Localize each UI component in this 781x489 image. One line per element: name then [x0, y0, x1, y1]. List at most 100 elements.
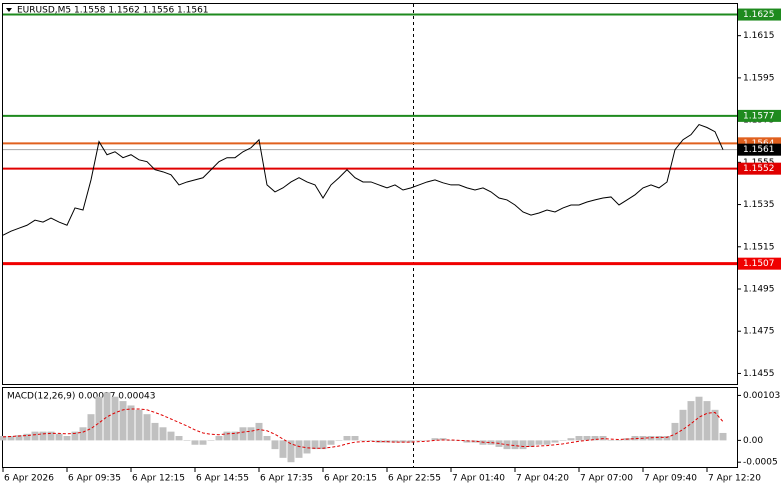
macd-bar: [423, 440, 431, 441]
macd-bar: [0, 436, 7, 441]
macd-bar: [143, 414, 151, 441]
macd-bar: [7, 436, 15, 441]
level-label: 1.1577: [743, 111, 775, 121]
macd-bar: [391, 440, 399, 443]
macd-bar: [127, 405, 135, 441]
macd-bar: [343, 436, 351, 441]
y-tick-label: 1.1495: [743, 285, 775, 295]
macd-bar: [55, 433, 63, 441]
macd-bar: [255, 422, 263, 441]
x-tick-label: 6 Apr 14:55: [196, 474, 249, 484]
macd-bar: [23, 433, 31, 441]
macd-bar: [231, 431, 239, 441]
macd-bar: [511, 440, 519, 450]
macd-bar: [463, 440, 471, 443]
macd-bar: [95, 396, 103, 441]
level-label-box: [738, 8, 781, 21]
macd-bar: [591, 436, 599, 441]
y-tick-label: 1.1535: [743, 200, 775, 210]
signal-line: [2, 408, 724, 449]
macd-bar: [111, 396, 119, 441]
macd-bar: [71, 431, 79, 441]
x-tick-label: 7 Apr 12:20: [708, 474, 761, 484]
macd-bar: [575, 436, 583, 441]
macd-bar: [159, 427, 167, 441]
macd-bar: [535, 440, 543, 445]
macd-bar: [199, 440, 207, 445]
macd-bar: [687, 401, 695, 441]
macd-bar: [559, 440, 567, 441]
macd-bar: [439, 438, 447, 441]
y-tick-label: 0.00: [743, 436, 763, 446]
macd-bar: [239, 427, 247, 441]
macd-bar: [215, 436, 223, 441]
macd-bar: [519, 440, 527, 450]
macd-bar: [183, 440, 191, 441]
macd-bar: [223, 431, 231, 441]
macd-bar: [415, 440, 423, 441]
level-label-box: [738, 109, 781, 122]
macd-bar: [703, 401, 711, 441]
macd-bar: [711, 409, 719, 441]
macd-bar: [271, 440, 279, 450]
y-tick-label: 1.1595: [743, 73, 775, 83]
macd-bar: [335, 440, 343, 441]
macd-bar: [607, 440, 615, 441]
macd-bar: [167, 431, 175, 441]
x-tick-label: 6 Apr 22:55: [388, 474, 441, 484]
level-label-box: [738, 143, 781, 156]
macd-bar: [119, 401, 127, 441]
macd-bar: [151, 422, 159, 441]
macd-bar: [583, 436, 591, 441]
macd-bar: [367, 440, 375, 441]
macd-bar: [655, 436, 663, 441]
macd-bar: [287, 440, 295, 463]
macd-bar: [351, 436, 359, 441]
macd-bar: [79, 427, 87, 441]
y-tick-label: 1.1615: [743, 31, 775, 41]
macd-bar: [63, 436, 71, 441]
x-tick-label: 7 Apr 07:00: [580, 474, 633, 484]
macd-bar: [359, 440, 367, 441]
level-label: 1.1625: [743, 10, 775, 20]
macd-bar: [103, 392, 111, 441]
macd-bar: [31, 431, 39, 441]
macd-bar: [567, 438, 575, 441]
x-tick-label: 6 Apr 17:35: [260, 474, 313, 484]
macd-bar: [39, 431, 47, 441]
x-tick-label: 7 Apr 09:40: [644, 474, 697, 484]
menu-arrow: [6, 8, 12, 12]
macd-bar: [87, 414, 95, 441]
level-label: 1.1552: [743, 164, 775, 174]
macd-bar: [135, 409, 143, 441]
macd-bar: [279, 440, 287, 458]
macd-bar: [295, 440, 303, 458]
y-tick-label: 1.1515: [743, 242, 775, 252]
x-tick-label: 6 Apr 2026: [4, 474, 54, 484]
macd-bar: [487, 440, 495, 445]
macd-bar: [431, 438, 439, 441]
macd-bar: [15, 435, 23, 441]
macd-bar: [319, 440, 327, 450]
macd-bar: [191, 440, 199, 445]
macd-bar: [719, 432, 727, 441]
macd-bar: [679, 409, 687, 441]
macd-bar: [631, 436, 639, 441]
macd-bar: [407, 440, 415, 443]
macd-bar: [47, 431, 55, 441]
macd-title: MACD(12,26,9) 0.00017 0.00043: [7, 392, 156, 402]
x-tick-label: 7 Apr 01:40: [452, 474, 505, 484]
level-label-box: [738, 257, 781, 270]
macd-bar: [551, 440, 559, 443]
macd-bar: [543, 440, 551, 445]
level-label-box: [738, 162, 781, 175]
level-label: 1.1507: [743, 259, 775, 269]
macd-bar: [471, 440, 479, 443]
macd-bar: [327, 440, 335, 445]
y-tick-label: -0.0005: [743, 458, 778, 468]
main-panel: [2, 3, 738, 385]
macd-bar: [447, 440, 455, 441]
y-tick-label: 1.1475: [743, 327, 775, 337]
